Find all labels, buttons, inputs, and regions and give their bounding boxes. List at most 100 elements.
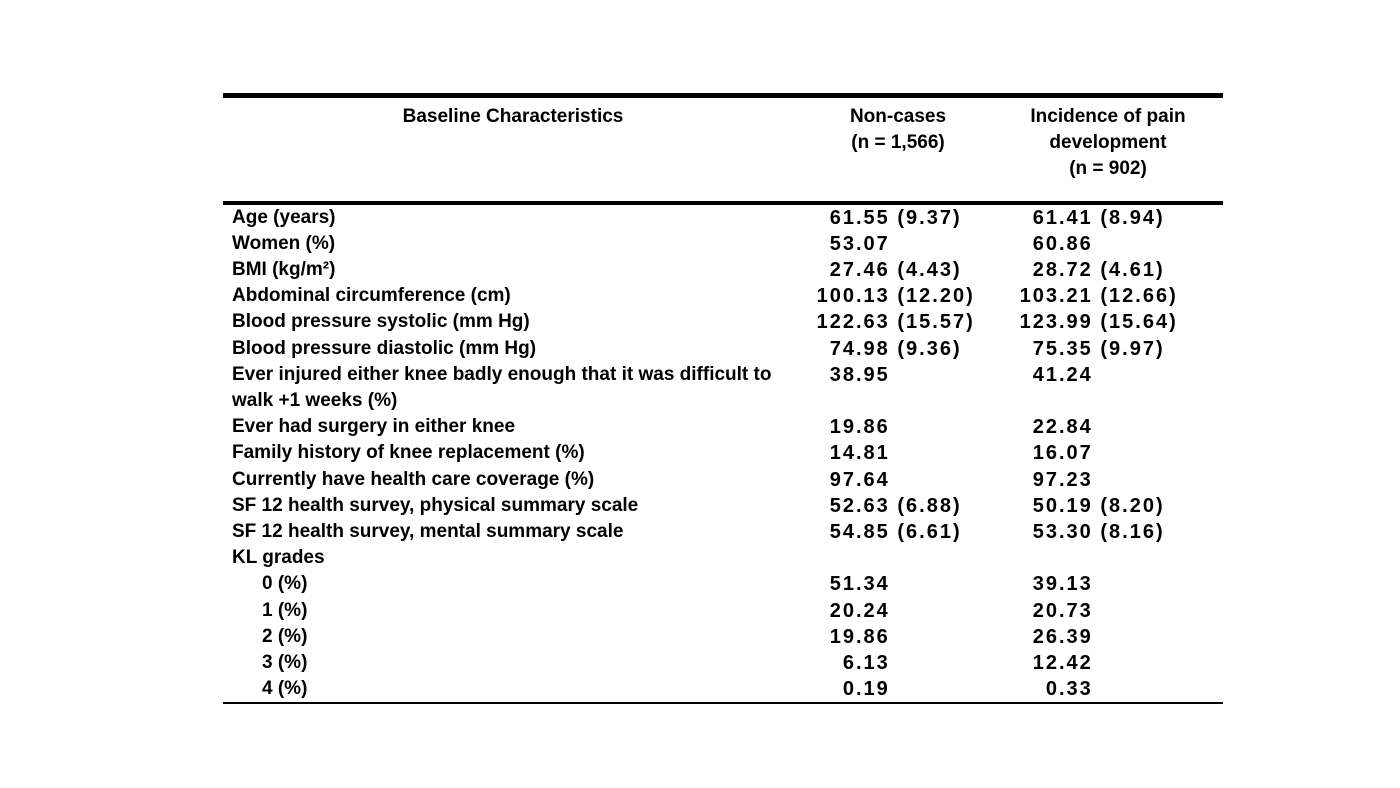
incidence-value: 39.13 (993, 571, 1223, 597)
row-label: KL grades (232, 547, 325, 569)
row-label: Currently have health care coverage (%) (232, 468, 595, 490)
noncases-value: 0.19 (803, 676, 993, 702)
value-integer-part: 53 (1032, 521, 1059, 544)
row-label: 1 (%) (262, 599, 308, 621)
value-fraction-part: .07 (856, 232, 890, 255)
table-row: Family history of knee replacement (%) 1… (223, 440, 1223, 466)
value-fraction-part: .46 (4.43) (856, 259, 962, 282)
value-integer-part: 61 (829, 206, 856, 229)
value-fraction-part: .19 (856, 678, 890, 701)
incidence-value: 26.39 (993, 624, 1223, 650)
table-row: SF 12 health survey, physical summary sc… (223, 493, 1223, 519)
value-fraction-part: .81 (856, 442, 890, 465)
value-fraction-part: .55 (9.37) (856, 206, 962, 229)
value-fraction-part: .95 (856, 363, 890, 386)
value-integer-part: 20 (1032, 599, 1059, 622)
incidence-value: 12.42 (993, 650, 1223, 676)
row-label: BMI (kg/m²) (232, 259, 336, 281)
value-fraction-part: .86 (856, 625, 890, 648)
value-integer-part: 51 (829, 573, 856, 596)
value-integer-part: 12 (1032, 652, 1059, 675)
value-integer-part: 100 (816, 285, 856, 308)
row-label: SF 12 health survey, physical summary sc… (232, 494, 639, 516)
value-integer-part: 22 (1032, 416, 1059, 439)
incidence-value: 103.21 (12.66) (993, 283, 1223, 309)
noncases-value: 6.13 (803, 650, 993, 676)
row-label: 0 (%) (262, 573, 308, 595)
noncases-value: 100.13 (12.20) (803, 283, 993, 309)
value-fraction-part: .33 (1059, 678, 1093, 701)
noncases-value: 54.85 (6.61) (803, 519, 993, 545)
value-fraction-part: .13 (12.20) (856, 285, 975, 308)
noncases-value: 74.98 (9.36) (803, 336, 993, 362)
noncases-value: 53.07 (803, 231, 993, 257)
value-fraction-part: .23 (1059, 468, 1093, 491)
row-label: Ever had surgery in either knee (232, 416, 516, 438)
incidence-value: 50.19 (8.20) (993, 493, 1223, 519)
header-noncases: Non-cases (n = 1,566) (849, 106, 947, 154)
value-fraction-part: .13 (1059, 573, 1093, 596)
table-row-sub: 4 (%) 0.19 0.33 (223, 676, 1223, 702)
value-fraction-part: .86 (856, 416, 890, 439)
value-integer-part: 16 (1032, 442, 1059, 465)
table-header-row: Baseline Characteristics Non-cases (n = … (223, 93, 1223, 205)
value-integer-part: 123 (1019, 311, 1059, 334)
value-fraction-part: .24 (1059, 363, 1093, 386)
value-fraction-part: .63 (15.57) (856, 311, 975, 334)
incidence-value: 41.24 (993, 362, 1223, 388)
value-integer-part: 38 (829, 363, 856, 386)
header-baseline-characteristics: Baseline Characteristics (402, 106, 624, 127)
value-fraction-part: .41 (8.94) (1059, 206, 1165, 229)
table-row-sub: 3 (%) 6.13 12.42 (223, 650, 1223, 676)
value-fraction-part: .64 (856, 468, 890, 491)
value-integer-part: 26 (1032, 625, 1059, 648)
row-label: Age (years) (232, 206, 336, 228)
incidence-value: 20.73 (993, 598, 1223, 624)
table-row-group-header: KL grades (223, 545, 1223, 571)
row-label: Family history of knee replacement (%) (232, 442, 585, 464)
row-label: SF 12 health survey, mental summary scal… (232, 521, 624, 543)
table-row: Currently have health care coverage (%) … (223, 467, 1223, 493)
value-fraction-part: .85 (6.61) (856, 521, 962, 544)
table-row: SF 12 health survey, mental summary scal… (223, 519, 1223, 545)
incidence-value: 0.33 (993, 676, 1223, 702)
incidence-value: 61.41 (8.94) (993, 205, 1223, 231)
value-fraction-part: .24 (856, 599, 890, 622)
value-fraction-part: .42 (1059, 652, 1093, 675)
value-integer-part: 19 (829, 416, 856, 439)
value-integer-part: 52 (829, 494, 856, 517)
value-fraction-part: .63 (6.88) (856, 494, 962, 517)
row-label: Abdominal circumference (cm) (232, 285, 511, 307)
baseline-characteristics-table: Baseline Characteristics Non-cases (n = … (223, 93, 1223, 705)
value-integer-part: 97 (829, 468, 856, 491)
table-row: Women (%) 53.07 60.86 (223, 231, 1223, 257)
row-label: 3 (%) (262, 652, 308, 674)
table-row: Blood pressure systolic (mm Hg) 122.63 (… (223, 309, 1223, 335)
value-integer-part: 20 (829, 599, 856, 622)
row-label: Blood pressure systolic (mm Hg) (232, 311, 530, 333)
noncases-value: 61.55 (9.37) (803, 205, 993, 231)
noncases-value: 19.86 (803, 414, 993, 440)
table-row: Age (years) 61.55 (9.37) 61.41 (8.94) (223, 205, 1223, 231)
value-integer-part: 6 (842, 652, 856, 675)
value-integer-part: 103 (1019, 285, 1059, 308)
value-fraction-part: .34 (856, 573, 890, 596)
noncases-value: 122.63 (15.57) (803, 309, 993, 335)
table-row: Ever had surgery in either knee 19.86 22… (223, 414, 1223, 440)
table-row-sub: 0 (%) 51.34 39.13 (223, 571, 1223, 597)
noncases-value: 14.81 (803, 440, 993, 466)
row-label: Ever injured either knee badly enough th… (232, 363, 772, 412)
noncases-value: 27.46 (4.43) (803, 257, 993, 283)
value-integer-part: 60 (1032, 232, 1059, 255)
value-fraction-part: .84 (1059, 416, 1093, 439)
value-integer-part: 19 (829, 625, 856, 648)
table-body: Age (years) 61.55 (9.37) 61.41 (8.94) Wo… (223, 205, 1223, 705)
table-row: Ever injured either knee badly enough th… (223, 362, 1223, 414)
value-integer-part: 74 (829, 337, 856, 360)
value-integer-part: 39 (1032, 573, 1059, 596)
value-fraction-part: .35 (9.97) (1059, 337, 1165, 360)
value-integer-part: 41 (1032, 363, 1059, 386)
noncases-value: 51.34 (803, 571, 993, 597)
value-fraction-part: .72 (4.61) (1059, 259, 1165, 282)
table-row: Blood pressure diastolic (mm Hg) 74.98 (… (223, 336, 1223, 362)
